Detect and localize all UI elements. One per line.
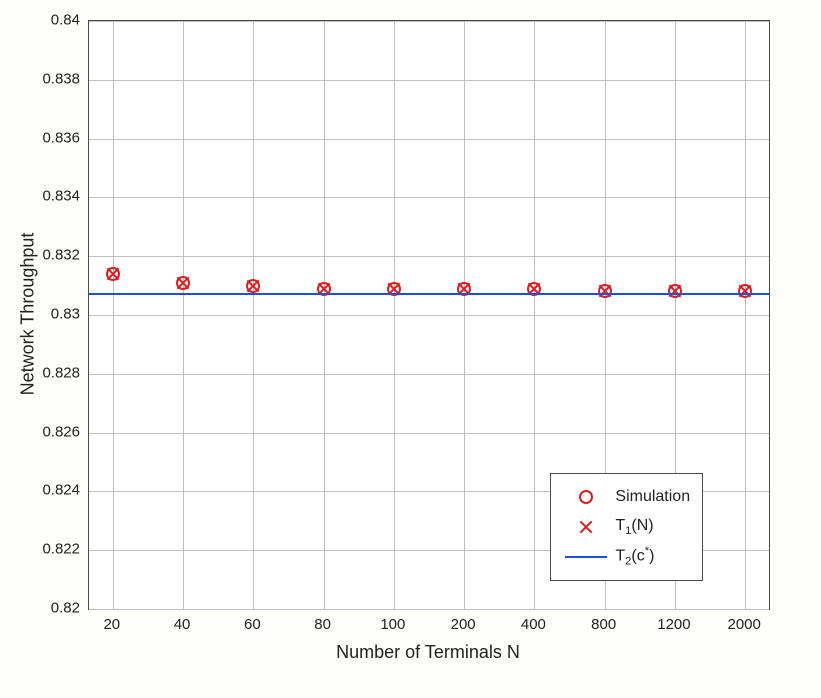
x-tick-label: 400 (521, 616, 546, 633)
grid-line-h (89, 256, 769, 257)
legend-row: T2(c*) (563, 542, 690, 572)
legend-icon (563, 515, 609, 539)
y-tick-label: 0.828 (42, 364, 80, 381)
x-tick-label: 200 (451, 616, 476, 633)
marker-T1(N) (668, 284, 682, 298)
grid-line-h (89, 315, 769, 316)
x-tick-label: 40 (174, 616, 191, 633)
grid-line-h (89, 21, 769, 22)
grid-line-h (89, 374, 769, 375)
grid-line-h (89, 433, 769, 434)
legend-icon (563, 485, 609, 509)
y-tick-label: 0.83 (51, 306, 80, 323)
marker-T1(N) (598, 284, 612, 298)
marker-T1(N) (176, 276, 190, 290)
y-tick-label: 0.836 (42, 129, 80, 146)
x-axis-title: Number of Terminals N (336, 642, 520, 663)
legend-label: T2(c*) (615, 545, 654, 568)
grid-line-h (89, 80, 769, 81)
y-tick-label: 0.832 (42, 247, 80, 264)
x-tick-label: 20 (103, 616, 120, 633)
marker-T1(N) (246, 279, 260, 293)
marker-T1(N) (738, 284, 752, 298)
y-tick-label: 0.834 (42, 188, 80, 205)
grid-line-h (89, 197, 769, 198)
y-tick-label: 0.838 (42, 70, 80, 87)
y-tick-label: 0.82 (51, 600, 80, 617)
marker-T1(N) (106, 267, 120, 281)
x-tick-label: 60 (244, 616, 261, 633)
legend-row: Simulation (563, 482, 690, 512)
series-line-T2(c*) (89, 293, 769, 295)
x-tick-label: 800 (591, 616, 616, 633)
grid-line-h (89, 139, 769, 140)
grid-line-h (89, 609, 769, 610)
legend-row: T1(N) (563, 512, 690, 542)
y-tick-label: 0.824 (42, 482, 80, 499)
y-tick-label: 0.84 (51, 12, 80, 29)
legend: Simulation T1(N) T2(c*) (550, 473, 703, 581)
legend-icon (563, 545, 609, 569)
x-tick-label: 1200 (657, 616, 690, 633)
throughput-chart: 20 40 60 80 100 200 400 800 1200 2000 0.82 0.822 0.8… (0, 0, 821, 698)
legend-label: Simulation (615, 488, 690, 506)
x-tick-label: 100 (380, 616, 405, 633)
x-tick-label: 2000 (728, 616, 761, 633)
y-axis-title: Network Throughput (18, 233, 39, 396)
y-tick-label: 0.826 (42, 423, 80, 440)
legend-label: T1(N) (615, 517, 653, 537)
y-tick-label: 0.822 (42, 541, 80, 558)
x-tick-label: 80 (314, 616, 331, 633)
